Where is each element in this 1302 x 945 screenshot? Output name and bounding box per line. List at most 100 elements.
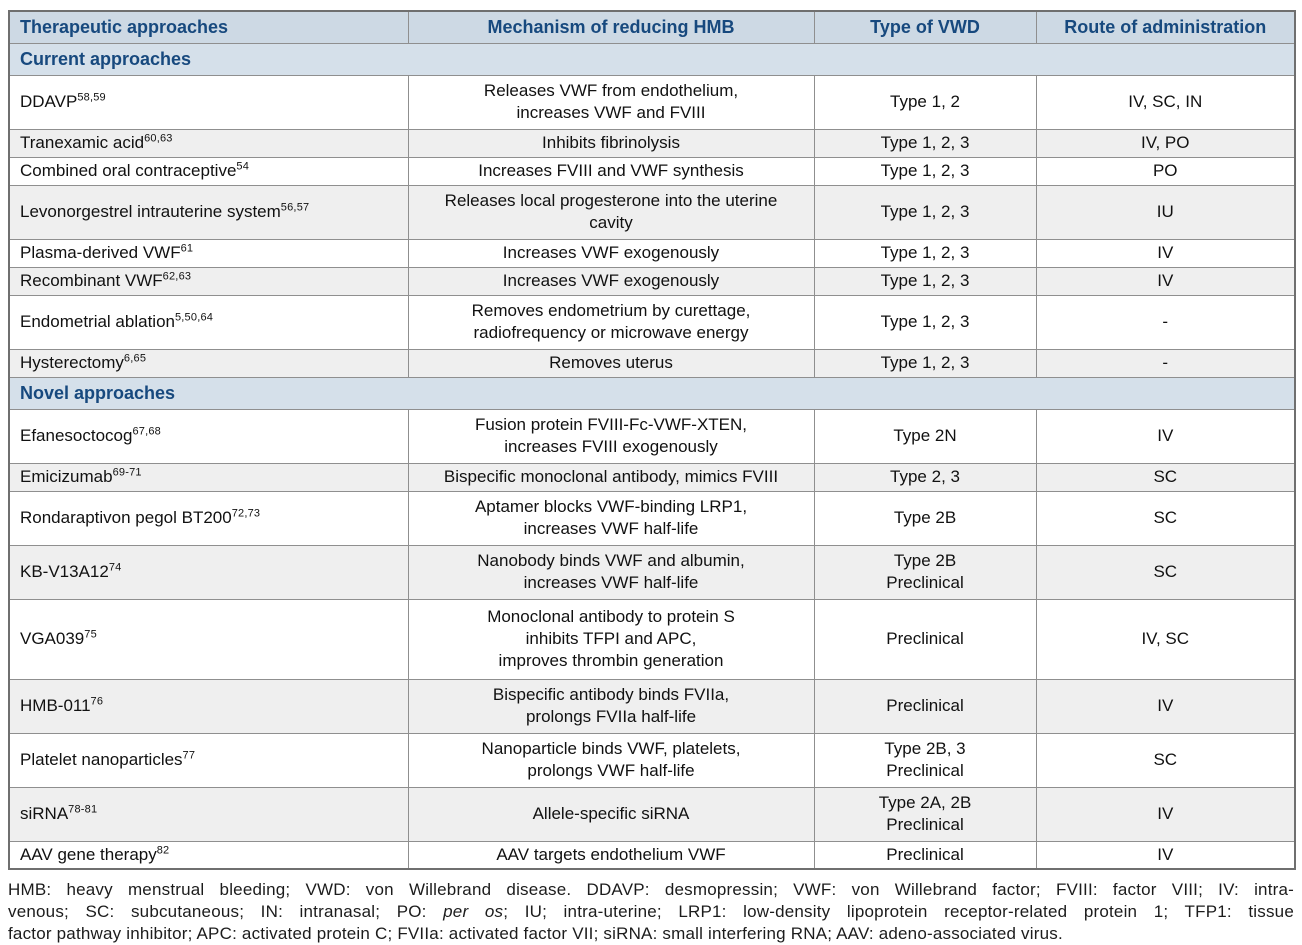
table-row: Endometrial ablation5,50,64 Removes endom…: [8, 294, 1296, 350]
reference-superscript: 77: [182, 749, 196, 762]
route-cell: IV: [1035, 678, 1296, 734]
reference-superscript: 72,73: [231, 507, 261, 520]
mechanism-cell: Fusion protein FVIII-Fc-VWF-XTEN, increa…: [407, 408, 815, 464]
approach-name: Efanesoctocog: [20, 426, 133, 445]
route-cell: PO: [1035, 156, 1296, 186]
approach-name-cell: Recombinant VWF62,63: [8, 266, 409, 296]
footnote-text: ; IU; intra-uterine; LRP1: low-density l…: [503, 902, 1294, 921]
section-header-row: Current approaches: [8, 42, 1296, 76]
route-cell: IV, PO: [1035, 128, 1296, 158]
reference-superscript: 74: [108, 561, 122, 574]
mechanism-cell: Releases local progesterone into the ute…: [407, 184, 815, 240]
mechanism-cell: Inhibits fibrinolysis: [407, 128, 815, 158]
route-cell: -: [1035, 294, 1296, 350]
approach-name-cell: Endometrial ablation5,50,64: [8, 294, 409, 350]
table-row: Levonorgestrel intrauterine system56,57 R…: [8, 184, 1296, 240]
reference-superscript: 62,63: [162, 270, 192, 283]
approach-name-cell: Platelet nanoparticles77: [8, 732, 409, 788]
approach-name-cell: Combined oral contraceptive54: [8, 156, 409, 186]
route-cell: IV: [1035, 840, 1296, 870]
footnote-line: HMB: heavy menstrual bleeding; VWD: von …: [8, 879, 1294, 901]
approach-name-cell: AAV gene therapy82: [8, 840, 409, 870]
reference-superscript: 54: [236, 160, 250, 173]
reference-superscript: 60,63: [144, 132, 173, 145]
approach-name-cell: HMB-01176: [8, 678, 409, 734]
table-row: DDAVP58,59 Releases VWF from endothelium,…: [8, 74, 1296, 130]
route-cell: SC: [1035, 544, 1296, 600]
mechanism-cell: Nanobody binds VWF and albumin, increase…: [407, 544, 815, 600]
table-row: Recombinant VWF62,63 Increases VWF exogen…: [8, 266, 1296, 296]
reference-superscript: 76: [90, 695, 104, 708]
vwd-type-cell: Preclinical: [813, 840, 1037, 870]
footnote-text: factor pathway inhibitor; APC: activated…: [8, 924, 1063, 943]
approach-name: Hysterectomy: [20, 353, 124, 372]
mechanism-cell: Releases VWF from endothelium, increases…: [407, 74, 815, 130]
vwd-type-cell: Type 2N: [813, 408, 1037, 464]
approach-name-cell: DDAVP58,59: [8, 74, 409, 130]
route-cell: IU: [1035, 184, 1296, 240]
approach-name-cell: Efanesoctocog67,68: [8, 408, 409, 464]
table-row: Combined oral contraceptive54 Increases F…: [8, 156, 1296, 186]
mechanism-cell: Removes endometrium by curettage, radiof…: [407, 294, 815, 350]
approach-name: HMB-011: [20, 696, 91, 715]
section-label: Novel approaches: [8, 376, 1296, 410]
mechanism-cell: Aptamer blocks VWF-binding LRP1, increas…: [407, 490, 815, 546]
header-row: Therapeutic approaches Mechanism of redu…: [8, 10, 1296, 44]
vwd-type-cell: Type 2A, 2B Preclinical: [813, 786, 1037, 842]
column-header-mechanism: Mechanism of reducing HMB: [407, 10, 815, 44]
table-row: VGA03975 Monoclonal antibody to protein S…: [8, 598, 1296, 680]
vwd-type-cell: Type 1, 2, 3: [813, 348, 1037, 378]
footnote-line: factor pathway inhibitor; APC: activated…: [8, 923, 1294, 945]
approach-name-cell: Levonorgestrel intrauterine system56,57: [8, 184, 409, 240]
table-row: siRNA78-81 Allele-specific siRNA Type 2A, …: [8, 786, 1296, 842]
mechanism-cell: Nanoparticle binds VWF, platelets, prolo…: [407, 732, 815, 788]
approach-name: AAV gene therapy: [20, 844, 157, 864]
route-cell: IV, SC, IN: [1035, 74, 1296, 130]
footnote-text: venous; SC: subcutaneous; IN: intranasal…: [8, 902, 444, 921]
vwd-type-cell: Type 2B: [813, 490, 1037, 546]
approach-name-cell: Emicizumab69-71: [8, 462, 409, 492]
column-header-therapeutic-approaches: Therapeutic approaches: [8, 10, 409, 44]
approach-name-cell: KB-V13A1274: [8, 544, 409, 600]
table-row: Tranexamic acid60,63 Inhibits fibrinolysi…: [8, 128, 1296, 158]
approach-name: Recombinant VWF: [20, 271, 163, 290]
table-row: Rondaraptivon pegol BT20072,73 Aptamer bl…: [8, 490, 1296, 546]
approach-name: Combined oral contraceptive: [20, 161, 237, 180]
route-cell: IV: [1035, 238, 1296, 268]
reference-superscript: 56,57: [280, 201, 310, 214]
route-cell: IV: [1035, 786, 1296, 842]
section-label: Current approaches: [8, 42, 1296, 76]
table-footnote: HMB: heavy menstrual bleeding; VWD: von …: [8, 879, 1294, 945]
vwd-type-cell: Preclinical: [813, 678, 1037, 734]
footnote-text: HMB: heavy menstrual bleeding; VWD: von …: [8, 880, 1294, 899]
approach-name: KB-V13A12: [20, 562, 109, 581]
vwd-type-cell: Type 1, 2, 3: [813, 238, 1037, 268]
route-cell: IV, SC: [1035, 598, 1296, 680]
column-header-route: Route of administration: [1035, 10, 1296, 44]
reference-superscript: 5,50,64: [174, 311, 214, 324]
vwd-type-cell: Type 2B, 3 Preclinical: [813, 732, 1037, 788]
vwd-type-cell: Type 2B Preclinical: [813, 544, 1037, 600]
mechanism-cell: Monoclonal antibody to protein S inhibit…: [407, 598, 815, 680]
mechanism-cell: Allele-specific siRNA: [407, 786, 815, 842]
route-cell: -: [1035, 348, 1296, 378]
approach-name: VGA039: [20, 629, 85, 648]
mechanism-cell: Increases VWF exogenously: [407, 238, 815, 268]
route-cell: SC: [1035, 732, 1296, 788]
mechanism-cell: Increases FVIII and VWF synthesis: [407, 156, 815, 186]
vwd-type-cell: Type 1, 2, 3: [813, 156, 1037, 186]
mechanism-cell: Removes uterus: [407, 348, 815, 378]
table-row: Hysterectomy6,65 Removes uterus Type 1, 2,…: [8, 348, 1296, 378]
table-row: AAV gene therapy82 AAV targets endotheliu…: [8, 840, 1296, 870]
approach-name: Emicizumab: [20, 467, 113, 486]
vwd-type-cell: Type 1, 2, 3: [813, 266, 1037, 296]
table-row: Efanesoctocog67,68 Fusion protein FVIII-F…: [8, 408, 1296, 464]
vwd-type-cell: Type 2, 3: [813, 462, 1037, 492]
route-cell: SC: [1035, 490, 1296, 546]
approach-name: Endometrial ablation: [20, 312, 175, 331]
vwd-type-cell: Type 1, 2: [813, 74, 1037, 130]
vwd-type-cell: Type 1, 2, 3: [813, 294, 1037, 350]
route-cell: IV: [1035, 266, 1296, 296]
reference-superscript: 67,68: [132, 425, 161, 438]
